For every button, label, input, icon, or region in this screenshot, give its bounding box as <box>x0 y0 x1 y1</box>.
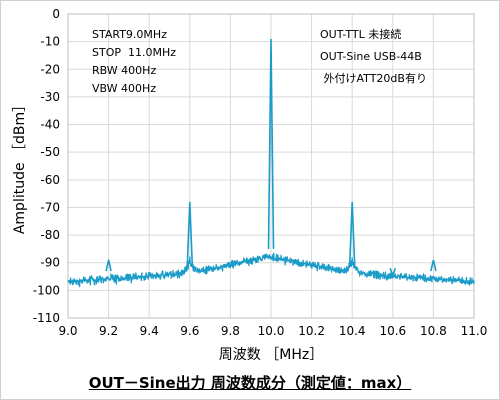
x-tick-label: 11.0 <box>461 324 488 338</box>
x-tick-label: 10.6 <box>379 324 406 338</box>
x-tick-label: 9.0 <box>58 324 77 338</box>
x-tick-label: 9.2 <box>99 324 118 338</box>
y-tick-label: -50 <box>40 145 60 159</box>
annotation-out-ttl: OUT-TTL 未接続 <box>320 27 401 41</box>
spectrum-peak <box>348 201 356 266</box>
annotation-rbw: RBW 400Hz <box>92 64 156 77</box>
annotation-out-sine: OUT-Sine USB-44B <box>320 50 422 63</box>
y-tick-label: -110 <box>33 311 60 325</box>
annotation-att: 外付けATT20dB有り <box>320 71 427 85</box>
noise-floor-trace <box>67 252 475 288</box>
y-tick-label: -80 <box>40 228 60 242</box>
x-tick-labels: 9.0 9.2 9.4 9.6 9.8 10.0 10.2 10.4 10.6 10.8 11.0 <box>58 324 487 338</box>
y-axis-title: Amplitude ［dBm］ <box>12 98 28 234</box>
plot-area <box>67 13 475 319</box>
annotation-vbw: VBW 400Hz <box>92 82 156 95</box>
x-tick-label: 10.2 <box>298 324 325 338</box>
y-tick-label: -10 <box>40 35 60 49</box>
x-axis-title: 周波数 ［MHz］ <box>219 347 323 363</box>
x-tick-label: 9.8 <box>221 324 240 338</box>
spectrum-peak <box>267 38 275 249</box>
y-tick-label: -60 <box>40 173 60 187</box>
spectrum-peak <box>389 268 397 280</box>
y-tick-label: -90 <box>40 256 60 270</box>
y-tick-label: -70 <box>40 200 60 214</box>
annotation-start: START9.0MHz <box>92 28 167 41</box>
spectrum-peak <box>105 259 112 272</box>
annotation-stop: STOP 11.0MHz <box>92 46 176 59</box>
y-tick-label: -40 <box>40 118 60 132</box>
x-tick-label: 10.0 <box>258 324 285 338</box>
y-tick-label: -30 <box>40 90 60 104</box>
spectrum-peak <box>430 259 437 272</box>
y-tick-labels: 0 -10 -20 -30 -40 -50 -60 -70 -80 -90 -100 -110 <box>33 7 60 325</box>
figure-caption-text: OUT－Sine出力 周波数成分（測定値：max） <box>88 374 412 392</box>
y-tick-label: 0 <box>52 7 60 21</box>
y-tick-label: -20 <box>40 62 60 76</box>
series-layer <box>67 38 475 288</box>
x-tick-label: 10.4 <box>339 324 366 338</box>
x-tick-label: 10.8 <box>420 324 447 338</box>
spectrum-peak <box>186 201 194 266</box>
x-tick-label: 9.6 <box>180 324 199 338</box>
y-tick-label: -100 <box>33 283 60 297</box>
figure-caption: OUT－Sine出力 周波数成分（測定値：max） <box>0 372 500 393</box>
x-tick-label: 9.4 <box>140 324 159 338</box>
